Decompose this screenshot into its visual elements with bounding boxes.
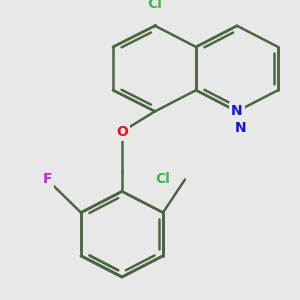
Text: N: N <box>235 121 247 135</box>
Text: F: F <box>42 172 52 187</box>
Text: N: N <box>231 104 243 118</box>
Text: Cl: Cl <box>148 0 162 11</box>
Text: O: O <box>116 124 128 139</box>
Text: O: O <box>116 124 128 139</box>
Text: Cl: Cl <box>156 172 170 187</box>
